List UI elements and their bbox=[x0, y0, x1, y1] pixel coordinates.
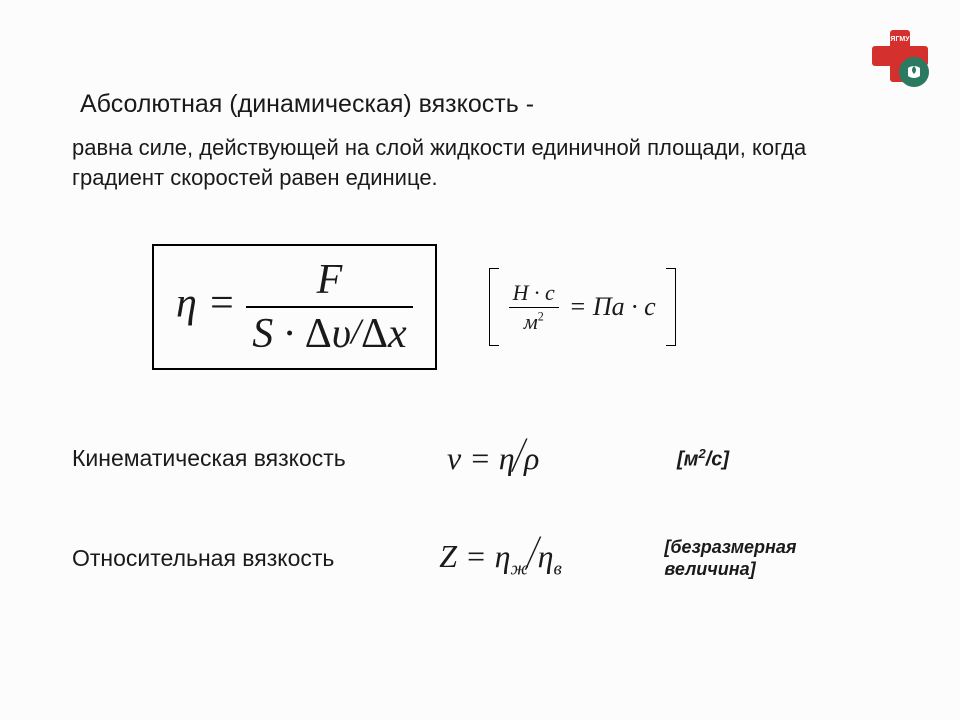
unit-fraction: Н · с м2 bbox=[509, 280, 559, 335]
svg-text:ЯГМУ: ЯГМУ bbox=[890, 36, 910, 43]
slide-title: Абсолютная (динамическая) вязкость - bbox=[80, 90, 888, 119]
unit-den: м2 bbox=[509, 307, 559, 335]
dynamic-viscosity-formula-row: η = F S · Δυ/Δx Н · с м2 = Па · с bbox=[152, 244, 888, 370]
kinematic-row: Кинематическая вязкость ν = η⁄ρ [м2/с] bbox=[72, 440, 888, 477]
kinematic-formula: ν = η⁄ρ bbox=[447, 440, 677, 477]
main-formula-box: η = F S · Δυ/Δx bbox=[152, 244, 437, 370]
relative-formula: Z = ηж⁄ηв bbox=[439, 538, 664, 580]
right-bracket bbox=[666, 268, 676, 346]
yagmu-logo: ЯГМУ bbox=[870, 28, 930, 88]
kinematic-label: Кинематическая вязкость bbox=[72, 445, 447, 472]
formula-numerator: F bbox=[246, 256, 412, 306]
relative-unit: [безразмерная величина] bbox=[664, 537, 888, 580]
unit-num: Н · с bbox=[509, 280, 559, 307]
definition-text: равна силе, действующей на слой жидкости… bbox=[72, 133, 888, 192]
relative-row: Относительная вязкость Z = ηж⁄ηв [безраз… bbox=[72, 537, 888, 580]
formula-denominator: S · Δυ/Δx bbox=[246, 306, 412, 358]
slide-content: Абсолютная (динамическая) вязкость - рав… bbox=[0, 0, 960, 581]
formula-lhs: η = bbox=[176, 281, 236, 327]
unit-equals: = Па · с bbox=[569, 292, 656, 322]
kinematic-unit: [м2/с] bbox=[677, 446, 729, 472]
formula-fraction: F S · Δυ/Δx bbox=[246, 256, 412, 358]
relative-label: Относительная вязкость bbox=[72, 545, 439, 572]
left-bracket bbox=[489, 268, 499, 346]
dynamic-units: Н · с м2 = Па · с bbox=[477, 258, 688, 356]
